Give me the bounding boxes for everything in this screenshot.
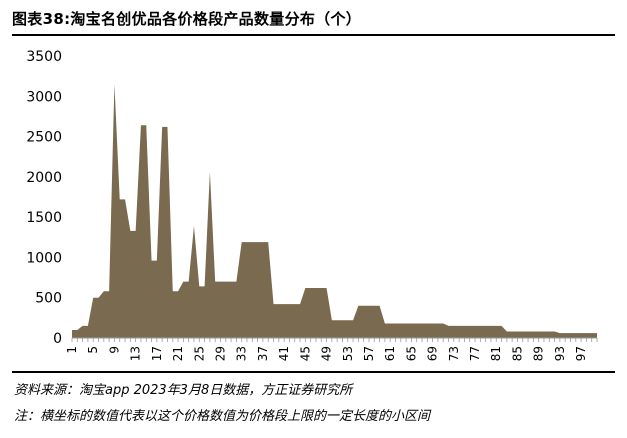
x-tick-label: 45 [298,346,312,361]
x-tick-label: 69 [426,346,440,361]
x-tick-label: 49 [320,346,334,361]
x-tick-label: 57 [362,346,376,361]
y-tick-label: 1500 [26,210,62,226]
y-tick-label: 2500 [26,130,62,146]
x-tick-label: 77 [468,346,482,361]
area-chart: 0 500 1000 1500 2000 2500 3000 3500 1 5 9 13 17 21 25… [26,49,598,361]
x-tick-label: 13 [129,346,143,361]
y-tick-label: 1000 [26,250,62,266]
y-tick-label: 3500 [26,49,62,65]
x-tick-label: 41 [277,346,291,361]
x-tick-label: 89 [532,346,546,361]
series-area [72,84,597,338]
y-axis: 0 500 1000 1500 2000 2500 3000 3500 [26,49,62,347]
x-tick-label: 85 [510,346,524,361]
y-tick-label: 500 [35,291,62,307]
x-tick-label: 53 [341,346,355,361]
x-axis: 1 5 9 13 17 21 25 29 33 37 41 45 49 53 57 61 65 69 73 77 81 8… [65,337,598,361]
x-tick-label: 65 [404,346,418,361]
x-tick-label: 21 [171,346,185,361]
x-tick-label: 17 [150,346,164,361]
title-underline [12,34,615,36]
plot-area [72,84,597,338]
x-tick-label: 97 [574,346,588,361]
x-tick-label: 29 [213,346,227,361]
x-tick-label: 61 [383,346,397,361]
y-tick-label: 0 [53,331,62,347]
x-tick-label: 81 [489,346,503,361]
x-tick-label: 73 [447,346,461,361]
y-tick-label: 2000 [26,170,62,186]
x-tick-label: 25 [192,346,206,361]
x-tick-label: 9 [107,346,121,354]
x-tick-label: 37 [256,346,270,361]
x-tick-label: 5 [86,346,100,354]
y-tick-label: 3000 [26,89,62,105]
source-note: 资料来源：淘宝app 2023年3月8日数据，方正证券研究所 [14,383,353,398]
x-tick-label: 1 [65,346,79,354]
axis-note: 注：横坐标的数值代表以这个价格数值为价格段上限的一定长度的小区间 [14,409,431,424]
x-tick-label: 93 [553,346,567,361]
footer-rule [12,371,615,373]
x-tick-label: 33 [235,346,249,361]
chart-title: 图表38:淘宝名创优品各价格段产品数量分布（个） [12,10,362,28]
